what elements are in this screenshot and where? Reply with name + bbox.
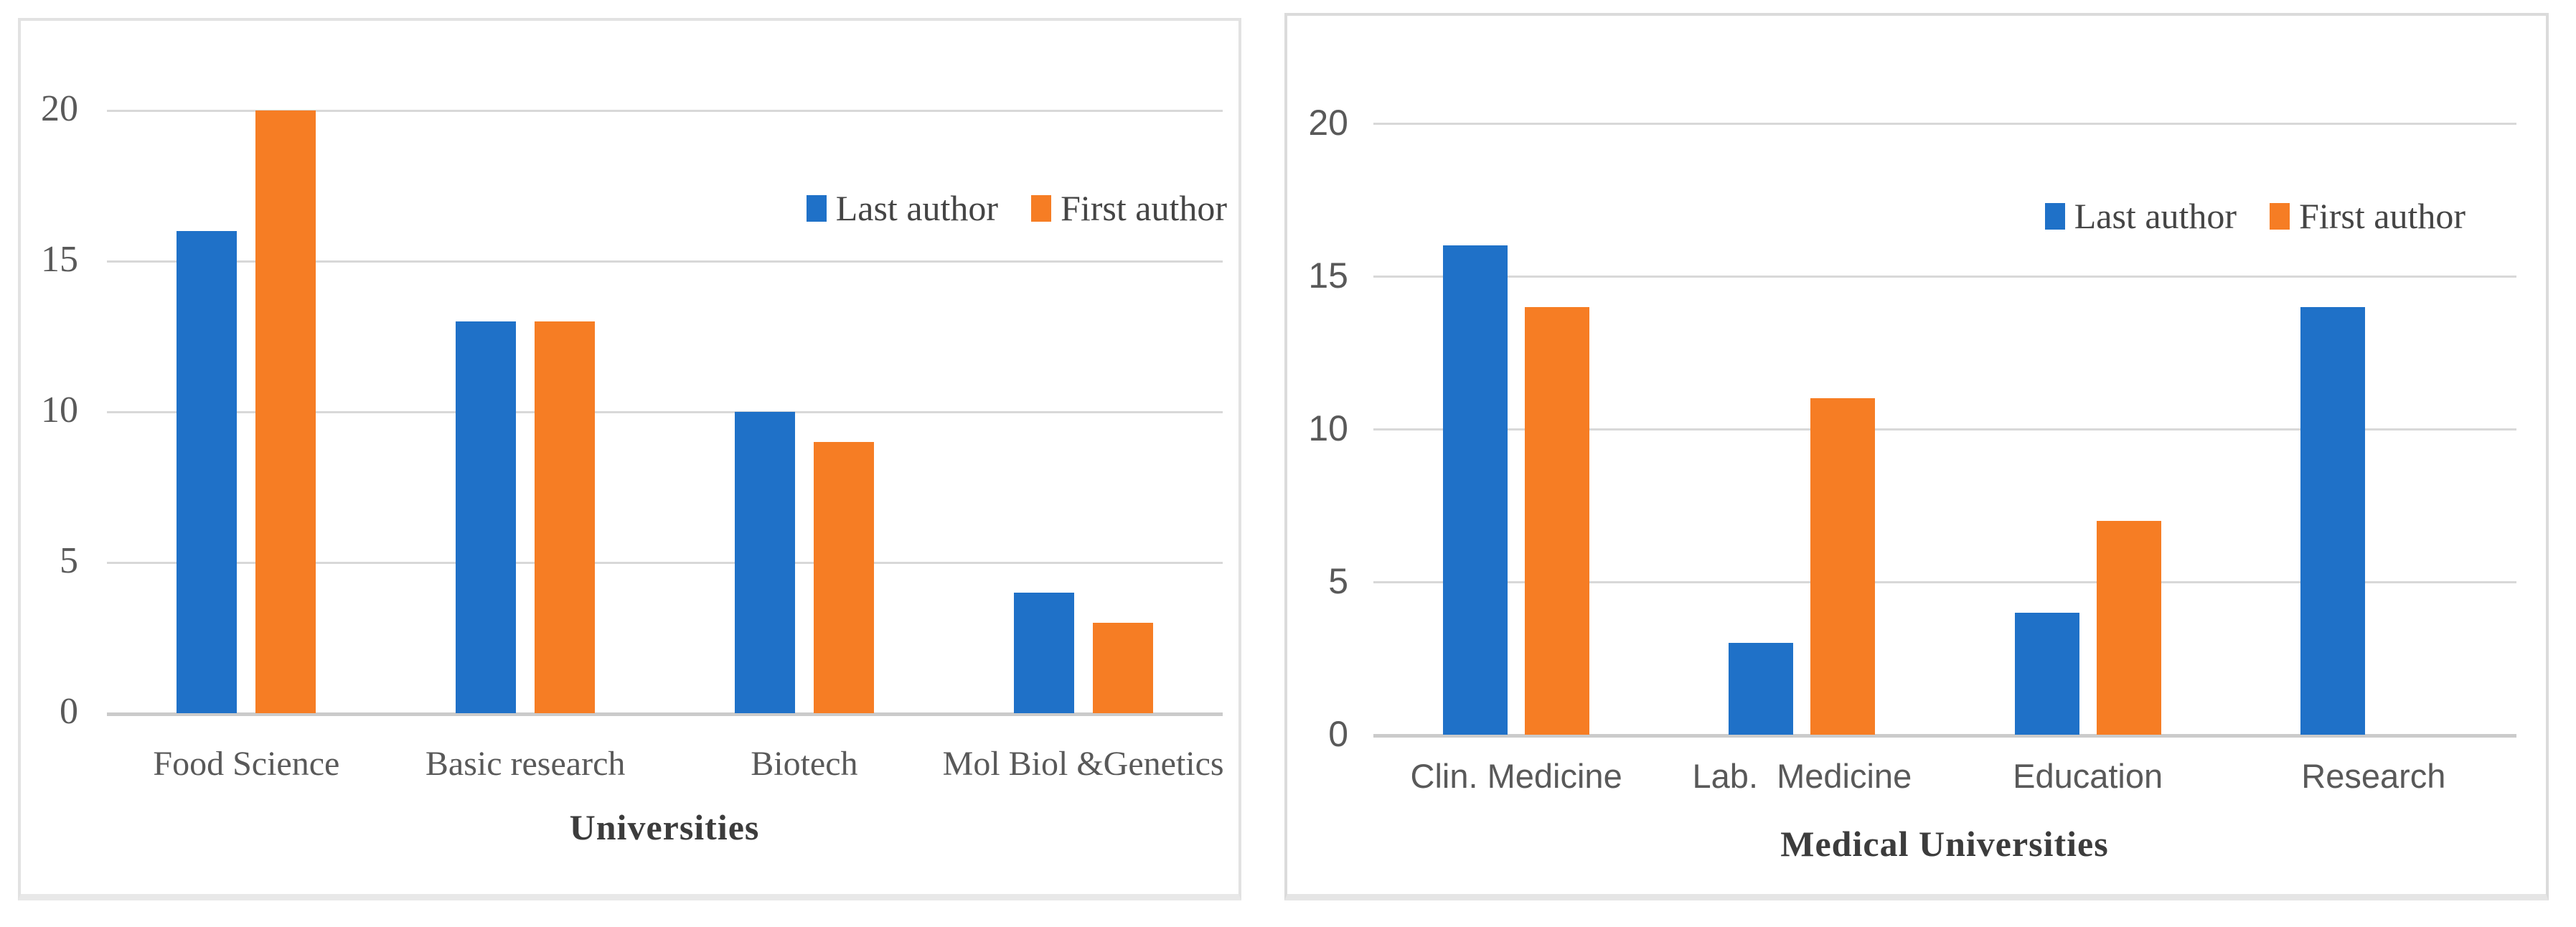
bar-first-author xyxy=(1810,398,1876,735)
bar-last-author xyxy=(456,321,517,713)
gridline-10 xyxy=(1373,428,2516,430)
bar-last-author xyxy=(1443,245,1508,735)
x-axis-title: Medical Universities xyxy=(1780,824,2109,864)
last-author-swatch-icon xyxy=(2044,202,2065,230)
gridline-15 xyxy=(1373,276,2516,278)
gridline-5 xyxy=(107,562,1223,564)
universities-chart-panel: Last author First author Universities 0 5… xyxy=(18,18,1241,900)
bar-last-author xyxy=(2014,612,2079,735)
bar-last-author xyxy=(734,412,795,713)
legend-item-last-author: Last author xyxy=(806,188,999,228)
bar-first-author xyxy=(1525,306,1590,735)
y-axis-tick-20: 20 xyxy=(41,88,78,130)
legend-label: Last author xyxy=(835,188,999,228)
bar-last-author xyxy=(177,231,238,713)
y-axis-tick-10: 10 xyxy=(1308,408,1348,448)
gridline-10 xyxy=(107,411,1223,413)
legend-label: First author xyxy=(2299,196,2465,236)
category-label: Research xyxy=(2301,757,2446,795)
medical-universities-chart-panel: Last author First author Medical Univers… xyxy=(1284,13,2549,900)
gridline-20 xyxy=(1373,123,2516,125)
y-axis-tick-0: 0 xyxy=(60,691,78,733)
x-axis-title: Universities xyxy=(569,807,760,847)
x-axis-line xyxy=(1373,734,2516,738)
legend-label: Last author xyxy=(2074,196,2237,236)
category-label: Basic research xyxy=(425,745,626,783)
y-axis-tick-15: 15 xyxy=(1308,255,1348,296)
legend: Last author First author xyxy=(2044,196,2465,236)
legend: Last author First author xyxy=(806,188,1227,228)
bar-first-author xyxy=(813,442,874,713)
y-axis-tick-15: 15 xyxy=(41,239,78,281)
y-axis-tick-20: 20 xyxy=(1308,102,1348,143)
y-axis-tick-5: 5 xyxy=(1328,560,1348,601)
first-author-swatch-icon xyxy=(1031,194,1052,222)
bar-first-author xyxy=(535,321,596,713)
legend-item-first-author: First author xyxy=(2270,198,2465,234)
bar-last-author xyxy=(1729,643,1794,735)
category-label: Clin. Medicine xyxy=(1410,757,1622,795)
bar-first-author xyxy=(255,110,316,713)
y-axis-tick-5: 5 xyxy=(60,540,78,582)
category-label: Lab. Medicine xyxy=(1692,757,1912,795)
category-label: Mol Biol &Genetics xyxy=(942,745,1224,783)
category-label: Biotech xyxy=(751,745,858,783)
first-author-swatch-icon xyxy=(2270,202,2290,230)
bar-first-author xyxy=(1092,623,1153,713)
last-author-swatch-icon xyxy=(806,194,827,222)
bar-last-author xyxy=(2300,306,2365,735)
gridline-15 xyxy=(107,260,1223,263)
gridline-5 xyxy=(1373,581,2516,583)
category-label: Food Science xyxy=(153,745,340,783)
legend-item-first-author: First author xyxy=(1031,190,1227,226)
gridline-20 xyxy=(107,110,1223,112)
category-label: Education xyxy=(2013,757,2163,795)
bar-last-author xyxy=(1013,593,1074,713)
legend-item-last-author: Last author xyxy=(2044,196,2237,236)
y-axis-tick-0: 0 xyxy=(1328,713,1348,754)
legend-label: First author xyxy=(1061,188,1227,228)
y-axis-tick-10: 10 xyxy=(41,390,78,431)
x-axis-line xyxy=(107,712,1223,716)
bar-first-author xyxy=(2096,520,2161,735)
